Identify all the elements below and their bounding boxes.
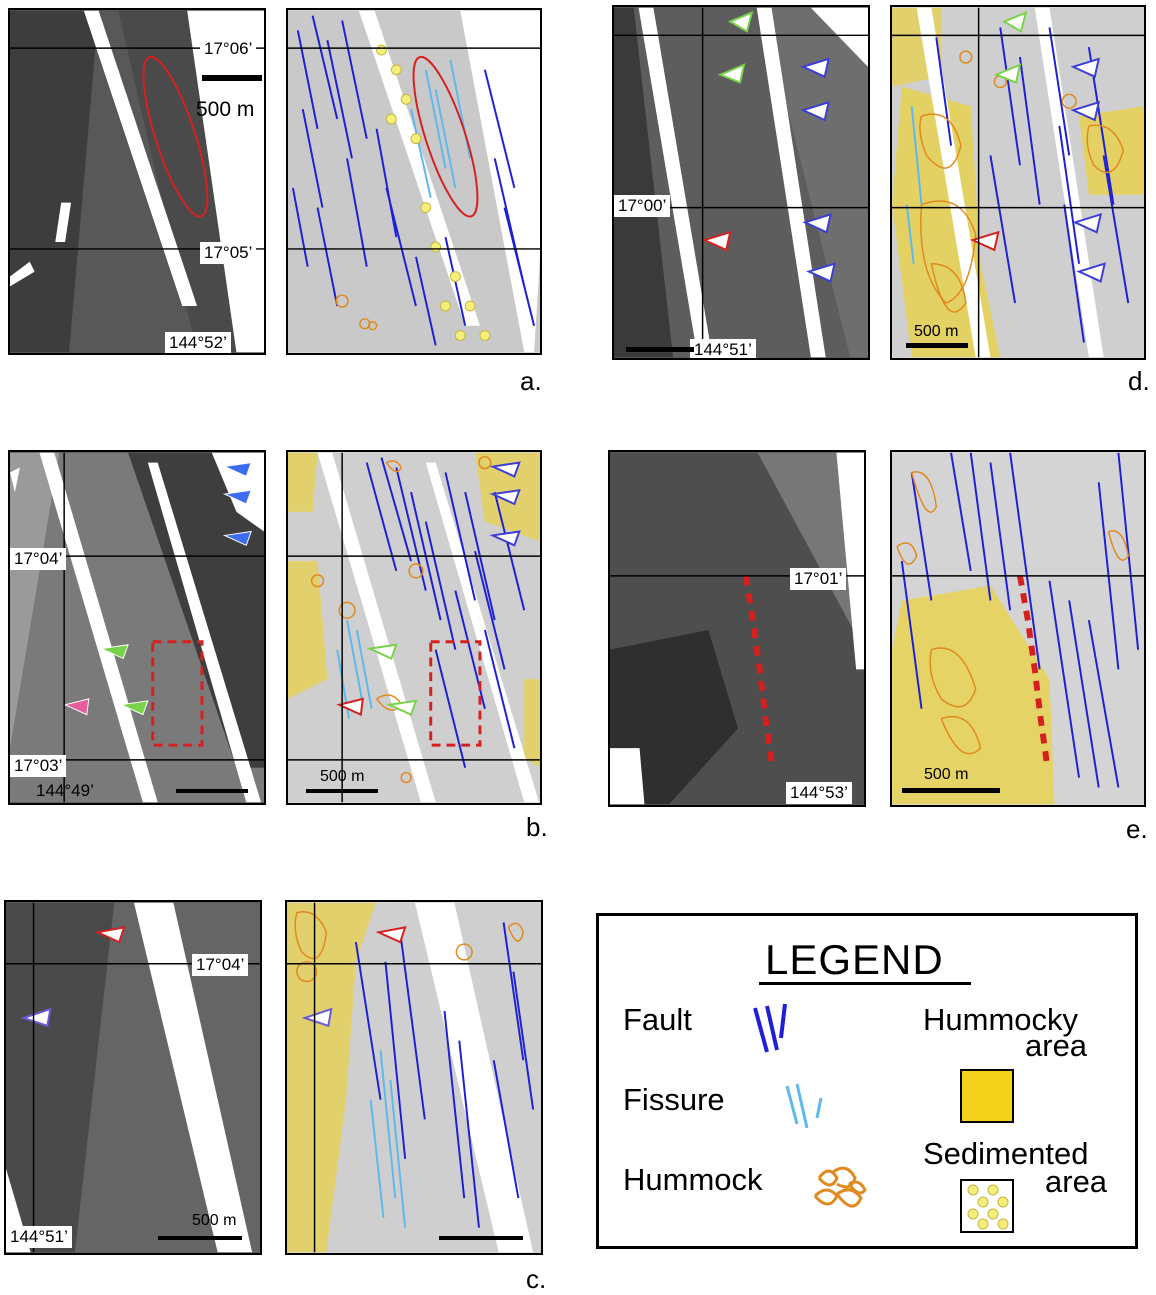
panel-d-interpretation: 500 m [890, 5, 1146, 360]
panel-c-sonar: 17°04’ 144°51’ 500 m [4, 900, 262, 1255]
panel-a-sonar-image [10, 10, 264, 353]
scale-bar [439, 1236, 523, 1240]
lon-label: 144°51’ [6, 1226, 72, 1248]
hummocky-area-swatch [960, 1069, 1014, 1123]
scale-label: 500 m [924, 766, 969, 783]
panel-c-interp-map [287, 902, 541, 1253]
legend-sedimented-line2: area [1045, 1164, 1108, 1199]
legend-hummocky-line1: Hummocky [923, 1002, 1079, 1037]
panel-letter: b. [526, 812, 548, 842]
panel-letter: a. [520, 366, 542, 396]
scale-label: 500 m [320, 768, 365, 785]
panel-b-sonar: 17°04’ 17°03’ 144°49’ [8, 450, 266, 805]
scale-bar [176, 789, 248, 793]
legend-title: LEGEND [765, 936, 944, 983]
panel-e-sonar: 17°01’ 144°53’ [608, 450, 866, 807]
scale-label: 500 m [192, 1212, 237, 1229]
panel-e-interpretation: 500 m [890, 450, 1146, 807]
legend: LEGEND Fault Fissure Hummock Hummocky ar… [596, 913, 1138, 1249]
scale-bar [306, 789, 378, 793]
panel-letter: e. [1126, 814, 1148, 844]
sedimented-area-swatch [960, 1179, 1014, 1233]
scale-bar [626, 347, 694, 352]
lat-label: 17°01’ [790, 568, 847, 590]
lat-label: 17°00’ [614, 195, 671, 217]
lon-label: 144°52’ [165, 332, 231, 353]
fissure-icon [785, 1083, 823, 1129]
scale-bar [902, 788, 1000, 793]
legend-sedimented-line1: Sedimented [923, 1136, 1089, 1171]
panel-b-interp-map [288, 452, 540, 803]
panel-d-sonar: 17°00’ 144°51’ [612, 5, 870, 360]
legend-title-underline [759, 982, 971, 985]
lat-label: 17°04’ [192, 954, 249, 976]
panel-a-interp-map [288, 10, 540, 353]
lon-label: 144°53’ [786, 782, 852, 804]
lon-label: 144°51’ [690, 339, 756, 358]
panel-d-sonar-image [614, 7, 868, 358]
scale-bar [158, 1236, 242, 1240]
legend-hummocky-line2: area [1025, 1028, 1088, 1063]
panel-a-sonar: 17°06’ 17°05’ 144°52’ 500 m [8, 8, 266, 355]
lat-label: 17°06’ [200, 38, 257, 60]
lon-label: 144°49’ [36, 781, 94, 800]
panel-d-interp-map [892, 7, 1144, 358]
panel-e-sonar-image [610, 452, 864, 805]
panel-b-interpretation: 500 m [286, 450, 542, 805]
panel-letter: c. [526, 1264, 547, 1294]
legend-hummock-label: Hummock [623, 1162, 763, 1197]
panel-c-interpretation [285, 900, 543, 1255]
legend-fault-label: Fault [623, 1002, 692, 1037]
fault-icon [753, 1003, 787, 1053]
legend-fissure-label: Fissure [623, 1082, 725, 1117]
panel-b-sonar-image [10, 452, 264, 803]
lat-label: 17°04’ [10, 548, 67, 570]
panel-e-interp-map [892, 452, 1144, 805]
scale-bar [202, 75, 262, 81]
scale-label: 500 m [914, 323, 959, 340]
lat-label: 17°05’ [200, 242, 257, 264]
scale-label: 500 m [196, 98, 255, 121]
lat-label: 17°03’ [10, 755, 67, 777]
panel-a-interpretation [286, 8, 542, 355]
panel-letter: d. [1128, 366, 1150, 396]
hummock-icon [813, 1166, 867, 1208]
scale-bar [906, 343, 968, 348]
